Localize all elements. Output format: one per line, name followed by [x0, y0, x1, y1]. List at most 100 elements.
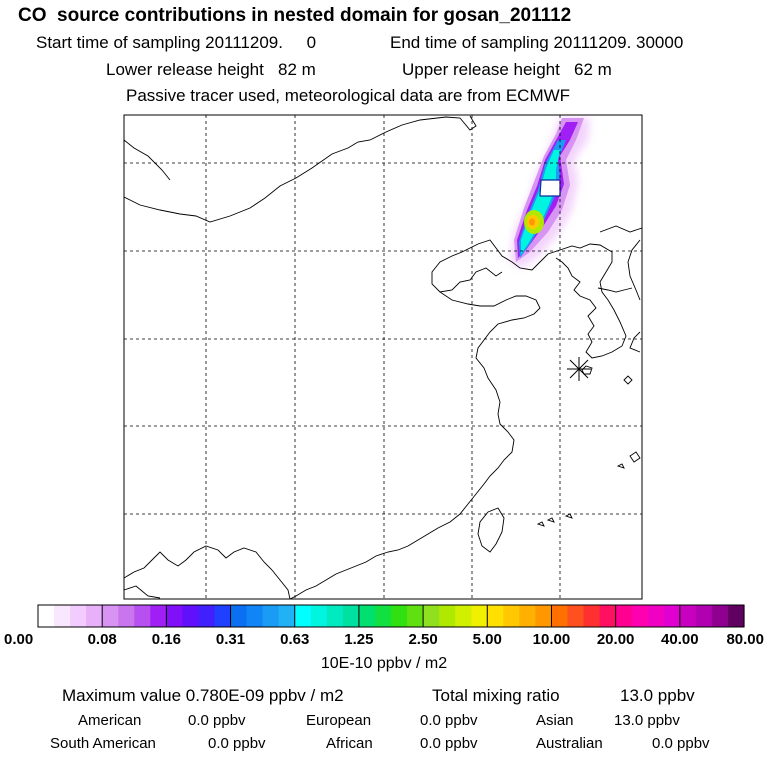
max-value-label: Maximum value 0.780E-09 ppbv / m2 [62, 686, 344, 705]
colorbar-dividers [101, 605, 681, 627]
border-south [124, 545, 291, 599]
colorbar-tick-label: 1.25 [344, 631, 374, 648]
colorbar-tick-label: 20.00 [596, 631, 635, 648]
coast-japan [629, 331, 641, 353]
island-1 [623, 375, 633, 385]
colorbar-swatch [54, 605, 71, 627]
colorbar-frame [37, 604, 745, 628]
coast-china-east [289, 291, 541, 599]
colorbar-swatch [246, 605, 264, 627]
coast-korea-east [627, 239, 641, 301]
coast-taiwan [477, 507, 505, 553]
border-north-korea [599, 225, 642, 233]
colorbar-swatch [182, 605, 200, 627]
colorbar-swatch [599, 605, 617, 627]
colorbar-swatch [423, 605, 440, 627]
colorbar-swatch [407, 605, 424, 627]
colorbar-swatch [118, 605, 135, 627]
colorbar-tick-label: 0.31 [215, 631, 246, 648]
colorbar-tick-label: 5.00 [472, 631, 502, 648]
colorbar-swatch [551, 605, 569, 627]
colorbar-tick-label: 0.08 [87, 631, 117, 648]
colorbar-swatch [166, 605, 184, 627]
colorbar-swatch [70, 605, 87, 627]
colorbar-swatch [38, 605, 55, 627]
colorbar-units: 10E-10 ppbv / m2 [320, 655, 448, 672]
colorbar-swatch [487, 605, 504, 627]
island-3 [536, 521, 545, 527]
colorbar-swatch [374, 605, 392, 627]
colorbar-tick-label: 2.50 [408, 631, 438, 648]
colorbar-swatch [262, 605, 280, 627]
end-time-label: End time of sampling 20111209. 30000 [390, 33, 684, 52]
colorbar-swatch [102, 605, 119, 627]
chart-title: CO source contributions in nested domain… [18, 5, 572, 26]
colorbar-swatch [326, 605, 344, 627]
border-southwest [124, 585, 161, 599]
colorbar-swatch [230, 605, 248, 627]
region-value: 0.0 ppbv [652, 735, 710, 752]
colorbar-swatch [310, 605, 328, 627]
region-name: Australian [536, 735, 603, 752]
plume-core-orange [529, 218, 535, 226]
coast-bohai [431, 239, 561, 293]
total-mixing-value: 13.0 ppbv [620, 686, 695, 705]
colorbar-swatch [615, 605, 633, 627]
colorbar-swatch [519, 605, 537, 627]
colorbar-swatch [134, 605, 151, 627]
colorbar-tick-label: 10.00 [532, 631, 571, 648]
colorbar-swatch [583, 605, 601, 627]
colorbar-swatch [455, 605, 472, 627]
region-value: 0.0 ppbv [420, 735, 478, 752]
coastlines [124, 115, 642, 599]
colorbar-swatch [150, 605, 167, 627]
colorbar-swatch [535, 605, 553, 627]
colorbar-swatch [503, 605, 520, 627]
colorbar-swatch [695, 605, 713, 627]
region-name: Asian [536, 712, 574, 729]
border-west [124, 139, 171, 181]
colorbar-swatch [439, 605, 456, 627]
colorbar-swatch [631, 605, 649, 627]
map-grid [124, 115, 642, 599]
region-value: 0.0 ppbv [188, 712, 246, 729]
colorbar-swatch [278, 605, 296, 627]
colorbar-swatch [647, 605, 665, 627]
colorbar-swatch [391, 605, 408, 627]
colorbar-tick-label: 0.16 [151, 631, 181, 648]
coast-korea [555, 243, 627, 359]
lower-release-label: Lower release height 82 m [106, 60, 316, 79]
colorbar [38, 605, 745, 627]
island-2 [629, 451, 641, 463]
colorbar-swatch [358, 605, 376, 627]
tracer-info-label: Passive tracer used, meteorological data… [126, 86, 571, 105]
colorbar-swatch [727, 605, 745, 627]
colorbar-tick-label: 80.00 [726, 631, 764, 648]
colorbar-tick-label: 0.63 [280, 631, 310, 648]
colorbar-swatch [294, 605, 312, 627]
colorbar-swatch [86, 605, 103, 627]
region-value: 0.0 ppbv [208, 735, 266, 752]
colorbar-swatch [214, 605, 232, 627]
region-value: 0.0 ppbv [420, 712, 478, 729]
plume-gap [539, 179, 561, 197]
region-name: South American [50, 735, 156, 752]
colorbar-swatch [567, 605, 585, 627]
map-frame [123, 114, 643, 600]
plume-field [510, 118, 590, 268]
border-mongolia [124, 115, 477, 223]
dmz-line [597, 287, 633, 293]
region-name: American [78, 712, 142, 729]
colorbar-swatch [711, 605, 729, 627]
total-mixing-label: Total mixing ratio [432, 686, 560, 705]
region-value: 13.0 ppbv [614, 712, 680, 729]
start-time-label: Start time of sampling 20111209. 0 [36, 33, 317, 52]
receptor-marker [567, 357, 591, 381]
colorbar-swatch [471, 605, 488, 627]
receptor-stroke [569, 359, 589, 379]
island-5 [564, 513, 573, 519]
region-name: African [326, 735, 373, 752]
colorbar-tick-label: 40.00 [661, 631, 699, 648]
island-4 [546, 517, 555, 523]
